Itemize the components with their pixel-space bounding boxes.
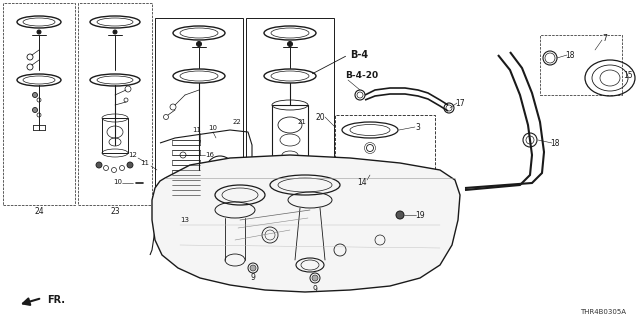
Circle shape — [33, 92, 38, 98]
Bar — [78, 3, 152, 205]
Text: 18: 18 — [565, 51, 575, 60]
Text: 11: 11 — [141, 160, 150, 166]
Text: B-4-20: B-4-20 — [345, 70, 378, 79]
Circle shape — [287, 42, 292, 46]
Text: 9: 9 — [312, 284, 317, 293]
Circle shape — [37, 30, 41, 34]
Bar — [172, 190, 200, 195]
Bar — [335, 115, 435, 215]
Bar — [172, 180, 200, 185]
Bar — [246, 18, 334, 205]
Circle shape — [396, 211, 404, 219]
Circle shape — [127, 162, 133, 168]
Text: 10: 10 — [209, 125, 218, 131]
Circle shape — [33, 108, 38, 113]
Text: 10: 10 — [113, 179, 122, 185]
Text: 18: 18 — [550, 139, 560, 148]
Text: 7: 7 — [603, 34, 607, 43]
Text: 14: 14 — [357, 178, 367, 187]
Bar — [172, 140, 200, 145]
Circle shape — [113, 30, 117, 34]
Text: 23: 23 — [110, 207, 120, 217]
Circle shape — [312, 275, 318, 281]
Text: 12: 12 — [129, 152, 138, 158]
Bar — [172, 150, 200, 155]
Text: 17: 17 — [455, 99, 465, 108]
Text: 16: 16 — [205, 152, 214, 158]
Text: 24: 24 — [34, 207, 44, 217]
PathPatch shape — [152, 155, 460, 292]
Text: 9: 9 — [251, 274, 255, 283]
Bar — [540, 35, 622, 95]
Bar — [172, 170, 200, 175]
Text: 22: 22 — [232, 119, 241, 125]
Text: 21: 21 — [298, 119, 307, 125]
Circle shape — [96, 162, 102, 168]
Text: THR4B0305A: THR4B0305A — [580, 309, 626, 315]
Text: 15: 15 — [623, 70, 633, 79]
Text: 19: 19 — [415, 211, 425, 220]
Text: 3: 3 — [415, 123, 420, 132]
Text: FR.: FR. — [47, 295, 65, 305]
Circle shape — [196, 42, 202, 46]
Bar — [3, 3, 75, 205]
Bar — [272, 105, 308, 170]
Circle shape — [250, 265, 256, 271]
Text: B-4: B-4 — [350, 50, 368, 60]
Bar — [155, 18, 243, 205]
Bar — [102, 118, 128, 153]
Text: 13: 13 — [180, 217, 189, 223]
Bar — [172, 160, 200, 165]
Text: 20: 20 — [315, 113, 325, 122]
Text: 11: 11 — [193, 127, 202, 133]
